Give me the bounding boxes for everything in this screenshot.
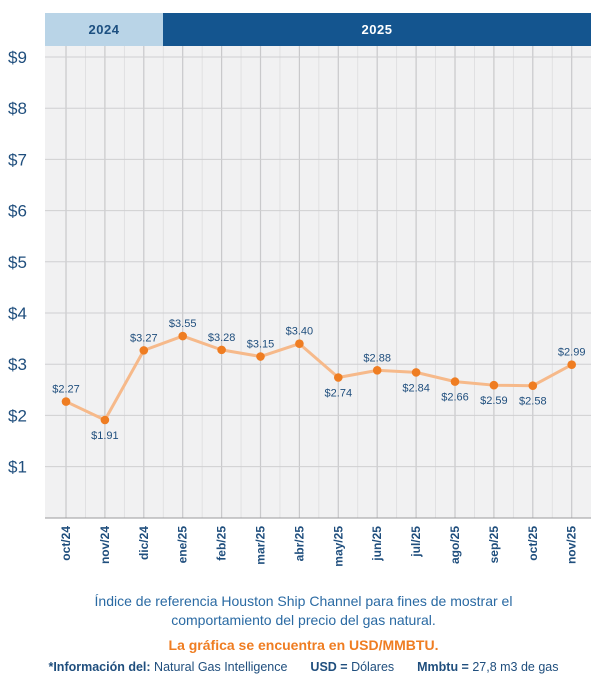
source-value: Natural Gas Intelligence [154,660,288,674]
y-tick-label: $5 [8,253,27,272]
x-tick-label: may/25 [331,526,345,567]
data-label: $1.91 [91,430,119,442]
x-tick-label: oct/24 [59,526,73,561]
y-tick-label: $3 [8,355,27,374]
y-tick-label: $1 [8,458,27,477]
x-tick-label: ago/25 [448,526,462,564]
data-label: $2.58 [519,396,547,408]
source-label: *Información del: [48,660,151,674]
x-tick-label: nov/24 [98,526,112,564]
data-label: $3.15 [247,339,275,351]
data-point [100,415,110,425]
y-tick-label: $8 [8,99,27,118]
x-tick-label: jun/25 [370,526,384,562]
data-label: $2.74 [325,388,353,400]
data-label: $3.27 [130,332,158,344]
chart-description: Índice de referencia Houston Ship Channe… [0,592,607,630]
data-label: $3.40 [286,326,314,338]
plot-area [45,46,591,518]
description-text: Índice de referencia Houston Ship Channe… [94,593,513,628]
data-point [450,377,460,386]
mmbtu-value: 27,8 m3 de gas [472,660,559,674]
y-tick-label: $2 [8,406,27,425]
x-tick-label: sep/25 [487,526,501,564]
data-point [372,366,382,375]
data-label: $2.66 [441,392,469,404]
x-tick-label: feb/25 [215,526,229,561]
data-label: $3.55 [169,318,197,330]
year-header-2024: 2024 [45,13,163,46]
data-point [567,360,576,370]
usd-label: USD = [310,660,348,674]
data-point [295,339,304,349]
footnote: *Información del: Natural Gas Intelligen… [0,660,607,674]
data-label: $2.84 [402,382,430,394]
x-tick-label: oct/25 [526,526,540,561]
y-tick-label: $9 [8,48,27,67]
data-point [217,345,226,355]
data-point [178,331,187,341]
y-tick-label: $6 [8,202,27,221]
x-tick-label: mar/25 [254,526,268,565]
y-tick-label: $4 [8,304,27,323]
data-point [528,381,538,391]
data-label: $2.27 [52,384,80,396]
x-tick-label: ene/25 [176,526,190,564]
series-line [65,334,573,422]
price-line-chart: $1 $2 $3 $4 $5 $6 $7 $8 $9 $2.27 $1.91 $3.27 $3.55 $3… [8,46,591,567]
x-tick-label: dic/24 [137,526,151,560]
x-tick-label: jul/25 [409,526,423,558]
mmbtu-label: Mmbtu = [417,660,469,674]
y-tick-label: $7 [8,150,27,169]
data-point [411,368,421,377]
data-point [61,397,71,406]
data-label: $2.88 [363,352,391,364]
data-point [489,380,499,390]
units-note: La gráfica se encuentra en USD/MMBTU. [168,637,439,653]
x-tick-label: nov/25 [565,526,579,564]
data-label: $3.28 [208,332,236,344]
data-point [139,346,149,355]
year-header-2025: 2025 [163,13,591,46]
usd-value: Dólares [351,660,395,674]
data-point [256,352,265,361]
x-tick-label: abr/25 [292,526,306,562]
data-point [334,373,343,382]
data-label: $2.59 [480,395,508,407]
data-label: $2.99 [558,347,586,359]
